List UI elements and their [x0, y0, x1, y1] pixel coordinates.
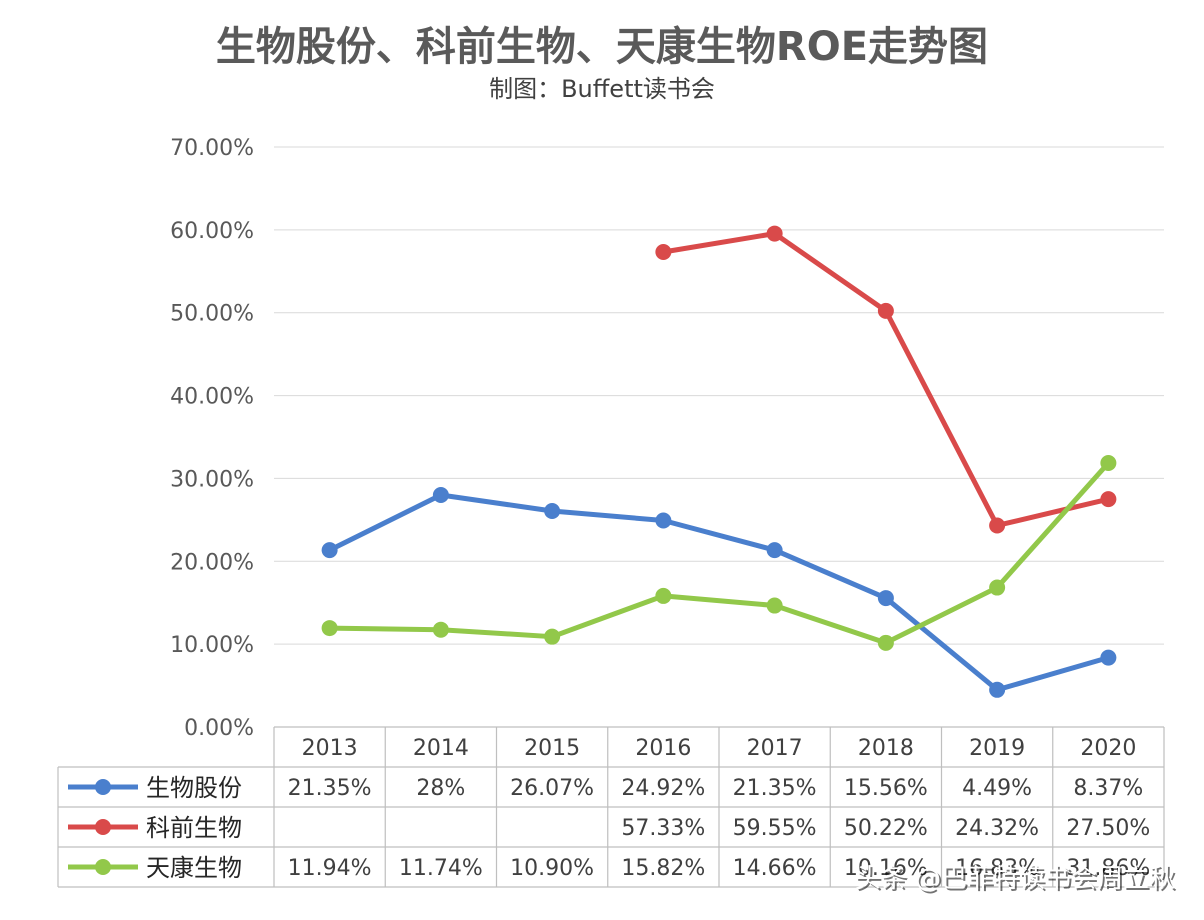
data-label: 10.16% — [844, 856, 928, 881]
data-point — [1100, 491, 1117, 508]
chart-title: 生物股份、科前生物、天康生物ROE走势图 — [216, 24, 988, 70]
series-line — [327, 460, 1111, 646]
x-tick-label: 2014 — [413, 736, 469, 761]
x-tick-label: 2013 — [302, 736, 358, 761]
data-point — [766, 225, 783, 242]
data-point — [544, 502, 561, 519]
data-point — [655, 587, 672, 604]
data-label: 31.86% — [1066, 856, 1150, 881]
data-label: 16.83% — [955, 856, 1039, 881]
y-tick-label: 20.00% — [170, 550, 254, 575]
x-tick-label: 2018 — [858, 736, 914, 761]
data-point — [432, 487, 449, 503]
data-point — [321, 542, 338, 559]
data-point — [655, 512, 672, 529]
y-tick-label: 10.00% — [170, 633, 254, 658]
x-tick-label: 2017 — [747, 736, 803, 761]
data-point — [877, 302, 894, 319]
legend-key-marker — [95, 859, 111, 875]
legend-key-marker — [95, 819, 111, 835]
data-point — [877, 634, 894, 651]
data-table: 2013 2014 2015 2016 2017 2018 2019 2020 生物股份 21.3… — [57, 726, 1165, 888]
data-label: 14.66% — [733, 856, 817, 881]
series-layer — [321, 225, 1117, 698]
data-label: 50.22% — [844, 816, 928, 841]
data-label: 28% — [416, 776, 465, 801]
y-tick-label: 40.00% — [170, 385, 254, 410]
series — [321, 487, 1117, 698]
y-axis-tick-labels: 0.00% 10.00% 20.00% 30.00% 40.00% 50.00% 60.00… — [170, 136, 254, 741]
data-label: 8.37% — [1073, 776, 1143, 801]
data-point — [877, 590, 894, 607]
data-point — [989, 517, 1006, 534]
y-tick-label: 60.00% — [170, 219, 254, 244]
data-label: 21.35% — [733, 776, 817, 801]
data-label: 15.82% — [621, 856, 705, 881]
data-point — [655, 243, 672, 260]
data-label: 27.50% — [1066, 816, 1150, 841]
x-tick-label: 2020 — [1080, 736, 1136, 761]
data-point — [432, 621, 449, 638]
watermark: 头条 @巴菲特读书会周立秋 — [855, 864, 1175, 894]
x-tick-label: 2015 — [524, 736, 580, 761]
series-line — [327, 492, 1111, 693]
legend-label: 生物股份 — [146, 774, 242, 802]
y-tick-label: 70.00% — [170, 136, 254, 161]
watermark-shadow: 头条 @巴菲特读书会周立秋 — [857, 866, 1177, 896]
data-point — [1100, 649, 1117, 666]
data-label: 4.49% — [962, 776, 1032, 801]
data-label: 11.94% — [288, 856, 372, 881]
data-label: 26.07% — [510, 776, 594, 801]
data-label: 10.90% — [510, 856, 594, 881]
series — [321, 455, 1117, 651]
legend-label: 天康生物 — [146, 854, 242, 882]
legend-key-marker — [95, 779, 111, 795]
x-tick-label: 2019 — [969, 736, 1025, 761]
data-point — [1100, 455, 1117, 472]
series-line — [660, 231, 1111, 528]
series — [655, 225, 1117, 534]
data-point — [766, 542, 783, 559]
y-tick-label: 30.00% — [170, 467, 254, 492]
chart-subtitle: 制图：Buffett读书会 — [489, 75, 715, 103]
data-label: 21.35% — [288, 776, 372, 801]
y-tick-label: 0.00% — [184, 716, 254, 741]
data-label: 15.56% — [844, 776, 928, 801]
data-point — [321, 620, 338, 637]
data-label: 11.74% — [399, 856, 483, 881]
grid-layer — [274, 146, 1164, 728]
data-label: 57.33% — [621, 816, 705, 841]
data-label: 59.55% — [733, 816, 817, 841]
data-point — [989, 579, 1006, 596]
data-label: 24.32% — [955, 816, 1039, 841]
x-tick-label: 2016 — [635, 736, 691, 761]
y-tick-label: 50.00% — [170, 302, 254, 327]
data-label: 24.92% — [621, 776, 705, 801]
data-point — [989, 681, 1006, 698]
data-point — [766, 597, 783, 614]
data-point — [544, 628, 561, 645]
legend-label: 科前生物 — [146, 814, 242, 842]
